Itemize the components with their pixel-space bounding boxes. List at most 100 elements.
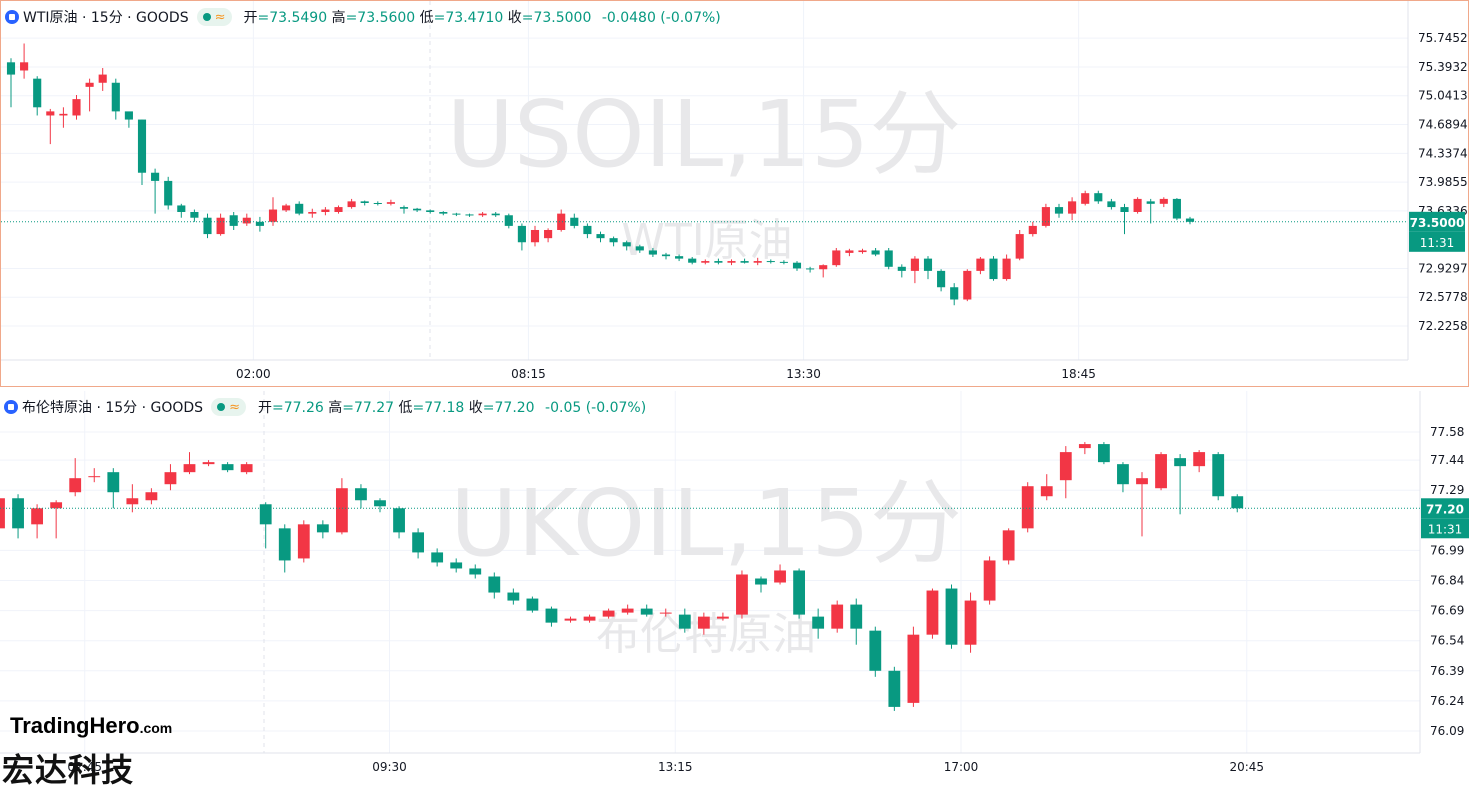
candle-body [202,462,215,465]
candle-body [596,234,605,239]
candle-body [701,261,710,263]
price-tick-label: 75.7452 [1418,31,1468,45]
symbol-title[interactable]: WTI原油 · 15分 · GOODS [23,10,189,26]
candle-body [950,287,959,300]
candle-body [335,488,348,533]
candle-body [31,508,44,525]
candle-body [678,614,691,629]
candle-body [465,214,474,216]
brent-legend: 布伦特原油 · 15分 · GOODS ≈ 开=77.26 高=77.27 低=… [4,397,646,417]
price-tick-label: 76.69 [1430,604,1464,618]
candle-body [907,634,920,703]
candle-body [20,62,29,71]
candle-body [884,250,893,267]
brent-candlestick-chart[interactable]: UKOIL,15分布伦特原油77.5877.4477.2976.9976.847… [0,391,1469,785]
price-tick-label: 76.39 [1430,664,1464,678]
price-tick-label: 76.54 [1430,634,1464,648]
ohlc-values: 开=73.5490 高=73.5600 低=73.4710 收=73.5000 … [243,10,721,26]
market-status-pill[interactable]: ≈ [196,8,232,26]
candle-body [334,207,343,212]
candle-body [1028,225,1037,235]
candle-body [413,208,422,211]
candle-body [255,221,264,226]
candle-body [937,270,946,288]
candle-body [716,616,729,619]
candle-body [609,238,618,243]
candle-body [386,202,395,204]
candle-body [659,612,672,614]
candle-body [740,261,749,263]
symbol-logo-icon [5,10,19,24]
candle-body [469,568,482,575]
candle-body [145,492,158,501]
candle-body [621,608,634,613]
price-tick-label: 72.5778 [1418,290,1468,304]
candle-body [491,213,500,216]
candle-body [792,262,802,269]
candle-body [1002,258,1011,280]
candle-body [517,225,526,243]
candle-body [793,570,806,615]
watermark-symbol: USOIL,15分 [447,81,962,188]
candle-body [1146,201,1155,204]
candle-body [308,211,317,214]
candle-body [697,616,710,629]
candle-body [727,261,736,263]
candle-body [819,265,828,270]
price-tick-label: 77.29 [1430,483,1464,497]
price-tick-label: 76.84 [1430,574,1464,588]
candle-body [1015,234,1024,259]
delayed-data-icon: ≈ [229,399,240,415]
candle-body [355,488,367,501]
candle-body [1172,198,1181,219]
countdown-tag [1421,518,1469,539]
price-tick-label: 77.58 [1430,425,1464,439]
candle-body [393,508,405,533]
candle-body [648,250,657,255]
countdown-tag [1409,231,1465,252]
candle-body [0,498,5,529]
symbol-title[interactable]: 布伦特原油 · 15分 · GOODS [22,400,204,416]
candle-body [812,616,825,629]
candle-body [278,528,291,561]
time-tick-label: 09:30 [372,760,407,774]
candle-body [124,111,133,120]
candle-body [753,261,762,263]
price-tick-label: 76.24 [1430,694,1464,708]
candle-body [1041,207,1050,226]
wti-legend: WTI原油 · 15分 · GOODS ≈ 开=73.5490 高=73.560… [5,7,721,27]
candle-body [1185,218,1195,222]
candle-body [360,201,369,203]
candle-body [126,498,139,505]
market-status-pill[interactable]: ≈ [211,398,246,416]
candle-body [151,172,160,181]
candle-body [766,261,775,263]
candle-body [12,498,24,529]
candle-body [426,210,435,212]
price-tick-label: 77.44 [1430,453,1464,467]
candle-body [1174,458,1187,467]
wti-candlestick-chart[interactable]: USOIL,15分 WTI原油 75.7452 75.3932 75.0413 74.68… [1,1,1468,386]
candle-body [1094,193,1103,202]
candle-body [964,600,977,645]
wti-chart-pane[interactable]: USOIL,15分 WTI原油 75.7452 75.3932 75.0413 74.68… [0,0,1469,387]
brent-chart-pane[interactable]: UKOIL,15分 布伦特原油 77.58 77.44 77.29 76.99 76.84 7… [0,391,1469,785]
price-tick-label: 74.3374 [1418,146,1468,160]
candle-body [282,205,291,211]
candle-body [976,258,985,271]
candle-body [1231,496,1244,509]
candle-body [983,560,996,601]
candle-body [1040,486,1053,497]
candle-body [69,478,82,493]
candle-body [374,500,386,507]
candle-body [1081,193,1090,204]
candle-body [507,592,520,601]
last-price-value: 77.20 [1426,502,1464,516]
candle-body [926,590,939,635]
candle-body [602,610,615,617]
candle-body [806,268,815,270]
candle-body [963,270,972,300]
countdown-value: 11:31 [1428,522,1463,536]
candle-body [869,630,882,671]
change-value: -0.05 (-0.07%) [545,400,647,416]
